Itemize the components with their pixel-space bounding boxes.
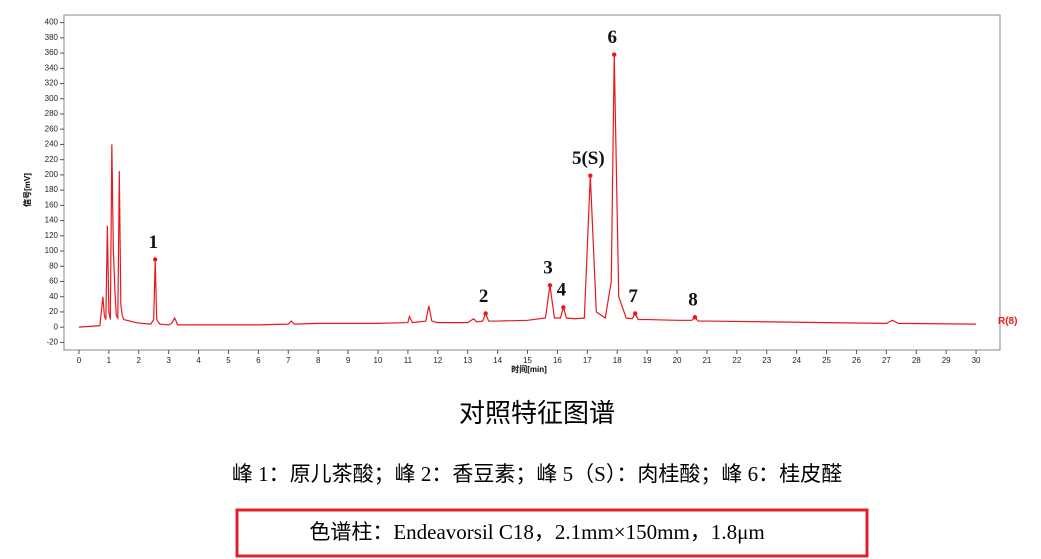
x-tick-label: 12 bbox=[433, 356, 442, 365]
x-tick-label: 10 bbox=[374, 356, 383, 365]
x-tick-label: 4 bbox=[196, 356, 201, 365]
x-tick-label: 2 bbox=[137, 356, 142, 365]
x-tick-label: 9 bbox=[346, 356, 351, 365]
x-tick-label: 23 bbox=[762, 356, 771, 365]
peak-marker bbox=[153, 257, 158, 262]
y-tick-label: 200 bbox=[45, 170, 59, 179]
x-tick-label: 17 bbox=[583, 356, 592, 365]
y-tick-label: -20 bbox=[46, 337, 58, 346]
y-axis-label: 信号[mV] bbox=[22, 173, 32, 207]
x-tick-label: 28 bbox=[912, 356, 921, 365]
peak-marker bbox=[588, 173, 593, 178]
y-tick-label: 260 bbox=[45, 124, 59, 133]
peak-marker bbox=[632, 311, 638, 316]
caption-title: 对照特征图谱 bbox=[459, 399, 615, 428]
x-tick-label: 13 bbox=[463, 356, 472, 365]
peak-label: 4 bbox=[557, 280, 567, 301]
peak-label: 6 bbox=[607, 27, 617, 48]
x-axis-label: 时间[min] bbox=[511, 364, 547, 374]
y-tick-label: 120 bbox=[45, 231, 59, 240]
y-tick-label: 340 bbox=[45, 63, 59, 72]
caption-peaks: 峰 1：原儿茶酸；峰 2：香豆素；峰 5（S）：肉桂酸；峰 6：桂皮醛 bbox=[232, 462, 842, 486]
y-tick-label: 360 bbox=[45, 48, 59, 57]
peak-marker bbox=[612, 52, 617, 57]
y-tick-label: 400 bbox=[45, 18, 59, 27]
y-tick-label: 0 bbox=[54, 322, 59, 331]
plot-frame bbox=[63, 14, 1001, 351]
x-tick-label: 8 bbox=[316, 356, 321, 365]
x-tick-label: 1 bbox=[107, 356, 112, 365]
y-tick-label: 240 bbox=[45, 140, 59, 149]
x-tick-label: 26 bbox=[852, 356, 861, 365]
x-tick-label: 15 bbox=[523, 356, 532, 365]
x-tick-label: 16 bbox=[553, 356, 562, 365]
x-tick-label: 24 bbox=[792, 356, 801, 365]
x-tick-label: 6 bbox=[256, 356, 261, 365]
peak-marker bbox=[483, 311, 488, 316]
x-tick-label: 3 bbox=[166, 356, 171, 365]
x-tick-label: 11 bbox=[404, 356, 413, 365]
x-tick-label: 25 bbox=[822, 356, 831, 365]
x-tick-label: 18 bbox=[613, 356, 622, 365]
x-tick-label: 14 bbox=[493, 356, 502, 365]
y-tick-label: 220 bbox=[45, 155, 59, 164]
y-tick-label: 320 bbox=[45, 79, 59, 88]
peak-label: 2 bbox=[479, 286, 489, 307]
x-tick-label: 21 bbox=[702, 356, 711, 365]
peak-label: 3 bbox=[543, 258, 553, 279]
x-tick-label: 29 bbox=[942, 356, 951, 365]
x-tick-label: 5 bbox=[226, 356, 231, 365]
y-tick-label: 160 bbox=[45, 200, 59, 209]
caption-column: 色谱柱：Endeavorsil C18，2.1mm×150mm，1.8μm bbox=[309, 520, 764, 544]
peak-marker bbox=[692, 315, 698, 320]
peak-marker bbox=[547, 283, 553, 288]
series-name: R(8) bbox=[998, 316, 1017, 327]
y-tick-label: 140 bbox=[45, 216, 59, 225]
y-tick-label: 380 bbox=[45, 33, 59, 42]
x-tick-label: 30 bbox=[972, 356, 981, 365]
x-tick-label: 0 bbox=[77, 356, 82, 365]
x-tick-label: 7 bbox=[286, 356, 291, 365]
peak-label: 5(S) bbox=[572, 148, 605, 169]
trace-line bbox=[78, 54, 977, 328]
column-box bbox=[235, 508, 869, 558]
y-tick-label: 40 bbox=[49, 292, 58, 301]
y-tick-label: 60 bbox=[49, 277, 58, 286]
x-tick-label: 22 bbox=[732, 356, 741, 365]
x-tick-label: 27 bbox=[882, 356, 891, 365]
y-tick-label: 180 bbox=[45, 185, 59, 194]
y-tick-label: 20 bbox=[49, 307, 58, 316]
peak-marker bbox=[561, 305, 566, 310]
y-tick-label: 300 bbox=[45, 94, 59, 103]
x-tick-label: 20 bbox=[673, 356, 682, 365]
peak-label: 8 bbox=[688, 290, 698, 311]
y-tick-label: 100 bbox=[45, 246, 59, 255]
x-tick-label: 19 bbox=[643, 356, 652, 365]
peak-label: 1 bbox=[148, 232, 158, 253]
y-tick-label: 80 bbox=[49, 261, 58, 270]
y-tick-label: 280 bbox=[45, 109, 59, 118]
peak-label: 7 bbox=[628, 286, 638, 307]
